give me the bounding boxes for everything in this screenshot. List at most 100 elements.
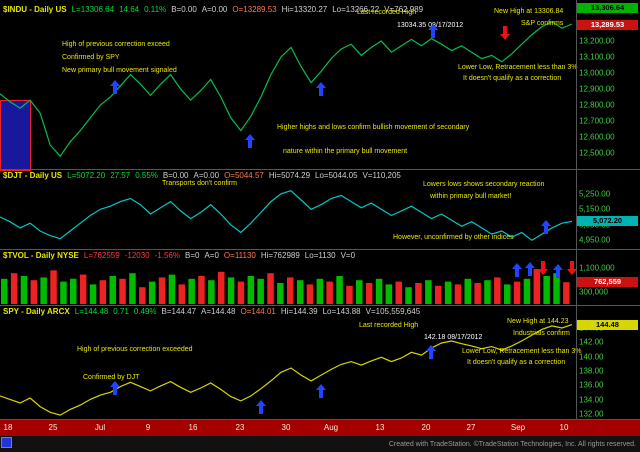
volume-bar [405,287,412,304]
annotation-text[interactable]: New High at 144.23 [507,318,569,325]
panel-divider-2[interactable] [0,249,640,250]
annotation-text[interactable]: Lower Low, Retracement less than 3% [462,348,582,355]
annotation-text[interactable]: High of previous correction exceed [62,41,170,48]
blue-up-arrow-icon[interactable] [512,263,522,277]
quote-field: Hi=5074.29 [268,171,311,180]
volume-bar [40,277,47,304]
tvol-plot[interactable] [0,262,576,304]
volume-bar [316,278,324,304]
panel-divider-3[interactable] [0,305,640,306]
blue-up-arrow-icon[interactable] [525,262,535,276]
annotation-text[interactable]: It doesn't qualify as a correction [463,75,562,82]
time-axis[interactable]: 18 25 Jul 9 16 23 30 Aug 13 20 27 Sep 10 [0,420,640,436]
volume-bar [188,278,195,304]
blue-up-arrow-icon[interactable] [541,220,551,234]
chart-panels: $INDU - Daily US L=13306.64 14.64 0.11% B=0.… [0,3,638,419]
volume-bar [474,283,481,304]
red-down-arrow-icon[interactable] [538,261,548,275]
blue-up-arrow-icon[interactable] [316,82,326,96]
price-scale-label: 136.00 [579,380,604,390]
blue-up-arrow-icon[interactable] [110,381,120,395]
annotation-text[interactable]: Industrials confirm [513,330,570,337]
red-down-arrow-icon[interactable] [500,26,510,40]
price-scale-label: 142.00 [579,337,604,347]
blue-up-arrow-icon[interactable] [245,134,255,148]
volume-bar [395,281,402,304]
volume-bar [30,280,38,304]
indu-price-line[interactable] [0,21,573,158]
price-scale-label: 138.00 [579,366,604,376]
volume-bar [287,277,294,304]
volume-bar [257,278,264,304]
price-scale[interactable] [576,0,640,420]
annotation-text[interactable]: Confirmed by SPY [62,54,120,61]
time-axis-label: Aug [323,423,339,432]
red-down-arrow-icon[interactable] [567,261,577,275]
quote-header-indu: $INDU - Daily US L=13306.64 14.64 0.11% B=0.… [3,5,428,14]
annotation-text[interactable]: Confirmed by DJT [83,374,140,381]
quote-field: $TVOL - Daily NYSE [3,251,79,260]
annotation-text[interactable]: New primary bull movement signaled [62,67,177,74]
quote-field: Lo=5044.05 [315,171,358,180]
volume-bar [60,281,67,304]
quote-field: O=13289.53 [232,5,277,14]
quote-header-tvol: $TVOL - Daily NYSE L=762559 -12030 -1.56% B=… [3,251,360,260]
annotation-text[interactable]: 142.18 08/17/2012 [424,334,483,341]
blue-up-arrow-icon[interactable] [110,80,120,94]
annotation-text[interactable]: However, unconfirmed by other indices [393,234,514,241]
time-axis-label: Jul [94,423,106,432]
annotation-text[interactable]: 13034.35 08/17/2012 [397,22,464,29]
annotation-text[interactable]: nature within the primary bull movement [283,148,408,155]
volume-bar [326,281,333,304]
quote-field: A=144.48 [201,307,236,316]
price-scale-label: 12,700.00 [579,116,615,126]
annotation-text[interactable]: S&P confirms [521,20,564,27]
volume-bar [454,284,462,304]
volume-bar [444,281,452,304]
annotation-text[interactable]: within primary bull market! [430,193,512,200]
annotation-text[interactable]: Lowers lows shows secondary reaction [423,181,545,188]
quote-field: 0.49% [133,307,157,316]
quote-field: A=0.00 [193,171,220,180]
annotation-text[interactable]: Last recorded High [357,9,417,16]
blue-up-arrow-icon[interactable] [553,264,563,278]
quote-field: 14.64 [119,5,140,14]
blue-up-arrow-icon[interactable] [316,384,326,398]
quote-field: Hi=762989 [260,251,300,260]
price-scale-label: 1,100,000 [579,263,615,273]
indu-plot[interactable] [0,17,576,169]
quote-field: Lo=143.88 [322,307,361,316]
volume-bar [168,274,176,304]
djt-price-line[interactable] [0,190,573,242]
spy-price-line[interactable] [0,324,573,416]
footer-credits: Created with TradeStation. ©TradeStation… [388,441,636,448]
quote-field: A=0 [204,251,219,260]
annotation-text[interactable]: High of previous correction exceeded [77,346,193,353]
volume-bar [99,280,107,304]
annotation-text[interactable]: Transports don't confirm [162,180,237,187]
volume-bar [50,270,57,304]
volume-bar [139,287,146,304]
spy-plot[interactable] [0,318,576,418]
blue-up-arrow-icon[interactable] [256,400,266,414]
price-scale-label: 12,900.00 [579,84,615,94]
time-axis-label: 23 [235,423,245,432]
quote-header-djt: $DJT - Daily US L=5072.20 27.57 0.55% B=0.00… [3,171,406,180]
scroll-button[interactable] [1,437,12,448]
annotation-text[interactable]: Lower Low, Retracement less than 3% [458,64,578,71]
djt-plot[interactable] [0,183,576,248]
blue-up-arrow-icon[interactable] [426,345,436,359]
selection-rectangle[interactable] [0,100,31,171]
annotation-text[interactable]: New High at 13306.84 [494,8,564,15]
volume-bar [208,280,215,304]
annotation-text[interactable]: Last recorded High [359,322,419,329]
quote-field: $INDU - Daily US [3,5,67,14]
blue-up-arrow-icon[interactable] [428,24,438,38]
quote-field: 0.55% [135,171,158,180]
annotation-text[interactable]: Higher highs and lows confirm bullish mo… [277,124,470,131]
quote-header-spy: SPY - Daily ARCX L=144.48 0.71 0.49% B=144.4… [3,307,425,316]
annotation-text[interactable]: It doesn't qualify as a correction [467,359,566,366]
panel-divider-1[interactable] [0,169,640,170]
volume-bar [296,280,304,304]
